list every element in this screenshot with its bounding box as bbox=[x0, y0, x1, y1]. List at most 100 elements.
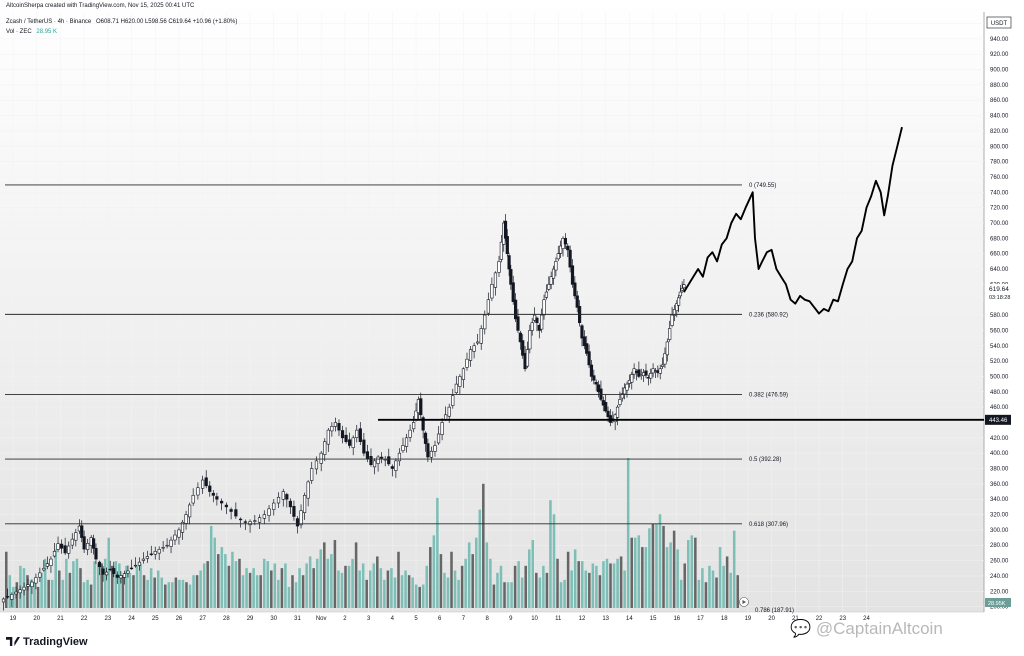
volume-bar bbox=[711, 570, 715, 608]
volume-bar bbox=[651, 523, 655, 608]
candle-body bbox=[397, 452, 402, 462]
tradingview-logo[interactable]: TradingView bbox=[6, 636, 88, 648]
candle-body bbox=[468, 349, 473, 361]
volume-bar bbox=[153, 577, 156, 608]
candle-body bbox=[521, 340, 525, 356]
candle-body bbox=[348, 439, 352, 446]
candle-body bbox=[180, 521, 185, 533]
candle-body bbox=[490, 284, 494, 299]
candle-body bbox=[30, 581, 34, 587]
candle-body bbox=[451, 395, 455, 406]
time-tick-label: 23 bbox=[839, 616, 846, 622]
price-tick-label: 280.00 bbox=[990, 543, 1009, 549]
price-tick-label: 400.00 bbox=[990, 451, 1009, 457]
candle-body bbox=[568, 249, 572, 268]
volume-bar bbox=[662, 525, 665, 608]
candle-body bbox=[49, 558, 53, 566]
volume-bar bbox=[563, 579, 566, 608]
volume-bar bbox=[683, 563, 686, 608]
support-level-badge: 443.46 bbox=[985, 414, 1011, 425]
time-tick-label: Nov bbox=[316, 616, 327, 622]
replay-icon[interactable] bbox=[739, 597, 749, 607]
price-tick-label: 680.00 bbox=[990, 236, 1009, 242]
volume-bar bbox=[358, 570, 361, 608]
tradingview-logo-icon bbox=[6, 637, 20, 646]
volume-bar bbox=[414, 584, 418, 608]
volume-bar bbox=[648, 528, 651, 608]
candle-body bbox=[42, 567, 46, 571]
candle-body bbox=[503, 220, 508, 239]
volume-bar bbox=[446, 577, 450, 608]
candle-body bbox=[421, 417, 425, 431]
candle-body bbox=[594, 381, 598, 385]
volume-bar bbox=[217, 554, 220, 608]
candle-body bbox=[229, 509, 233, 512]
price-tick-label: 820.00 bbox=[990, 129, 1009, 135]
volume-bar bbox=[252, 568, 255, 608]
volume-bar bbox=[139, 563, 142, 608]
volume-bar bbox=[354, 542, 358, 608]
volume-bar bbox=[376, 556, 379, 608]
support-level-value: 443.46 bbox=[989, 418, 1008, 424]
volume-bar bbox=[513, 565, 517, 608]
volume-label[interactable]: Vol · ZEC bbox=[6, 29, 32, 35]
price-tick-label: 420.00 bbox=[990, 436, 1009, 442]
candle-body bbox=[92, 538, 96, 549]
price-tick-label: 200.00 bbox=[990, 605, 1009, 611]
candle-body bbox=[326, 429, 330, 445]
volume-bar bbox=[164, 584, 167, 608]
volume-bar bbox=[107, 537, 111, 608]
fib-label: 0.786 (187.91) bbox=[755, 608, 794, 614]
volume-bar bbox=[704, 582, 708, 608]
candle-body bbox=[540, 314, 544, 330]
candle-body bbox=[516, 316, 520, 331]
ohlc-values: O608.71 H620.00 L598.56 C619.64 +10.96 (… bbox=[95, 19, 238, 25]
candle-body bbox=[542, 299, 546, 316]
candle-body bbox=[461, 368, 466, 380]
candle-body bbox=[267, 508, 271, 516]
symbol-name[interactable]: Zcash / TetherUS · 4h · Binance bbox=[6, 19, 92, 25]
volume-bar bbox=[192, 575, 195, 608]
candle-body bbox=[1, 598, 6, 603]
last-price-badge: 619.64 03:18:28 bbox=[986, 284, 1016, 302]
candle-body bbox=[340, 430, 345, 439]
candle-body bbox=[544, 291, 549, 298]
volume-bar bbox=[40, 572, 43, 608]
volume-bar bbox=[199, 570, 202, 608]
candle-body bbox=[556, 253, 560, 260]
candle-body bbox=[476, 341, 480, 344]
price-axis[interactable]: 960.00940.00920.00900.00880.00860.00840.… bbox=[990, 22, 1009, 611]
candle-body bbox=[14, 591, 18, 595]
volume-bar bbox=[672, 530, 676, 608]
time-tick-label: 25 bbox=[152, 616, 159, 622]
candle-body bbox=[63, 545, 67, 554]
volume-bar bbox=[400, 575, 404, 608]
time-axis[interactable]: 19 20 21 22 23 24 25 26 27 28 29 30 31 Nov 2 3 4 5 6 7 8 9 10 1… bbox=[10, 616, 871, 622]
volume-bar bbox=[50, 579, 54, 608]
volume-bar bbox=[439, 554, 443, 608]
time-tick-label: 28 bbox=[223, 616, 230, 622]
fibonacci-levels[interactable]: 0 (749.55) 0.236 (580.92) 0.382 (476.59) 0.… bbox=[5, 183, 984, 614]
volume-bar bbox=[503, 582, 506, 608]
candle-body bbox=[306, 481, 310, 499]
candle-body bbox=[122, 573, 127, 578]
volume-bar bbox=[729, 572, 732, 608]
candle-body bbox=[22, 586, 26, 591]
volume-bar bbox=[542, 565, 545, 608]
projection-line bbox=[683, 126, 903, 315]
candle-body bbox=[26, 584, 30, 587]
projection-drawing[interactable] bbox=[683, 126, 903, 315]
volume-bar bbox=[326, 558, 330, 608]
candle-body bbox=[682, 284, 686, 289]
candle-body bbox=[299, 510, 303, 526]
time-tick-label: 17 bbox=[697, 616, 704, 622]
price-tick-label: 460.00 bbox=[990, 405, 1009, 411]
time-tick-label: 24 bbox=[863, 616, 870, 622]
candle-body bbox=[676, 297, 681, 306]
volume-bar bbox=[527, 549, 531, 608]
volume-bar bbox=[612, 563, 616, 608]
time-tick-label: 3 bbox=[367, 616, 371, 622]
price-tick-label: 900.00 bbox=[990, 68, 1009, 74]
volume-bar bbox=[566, 551, 570, 608]
